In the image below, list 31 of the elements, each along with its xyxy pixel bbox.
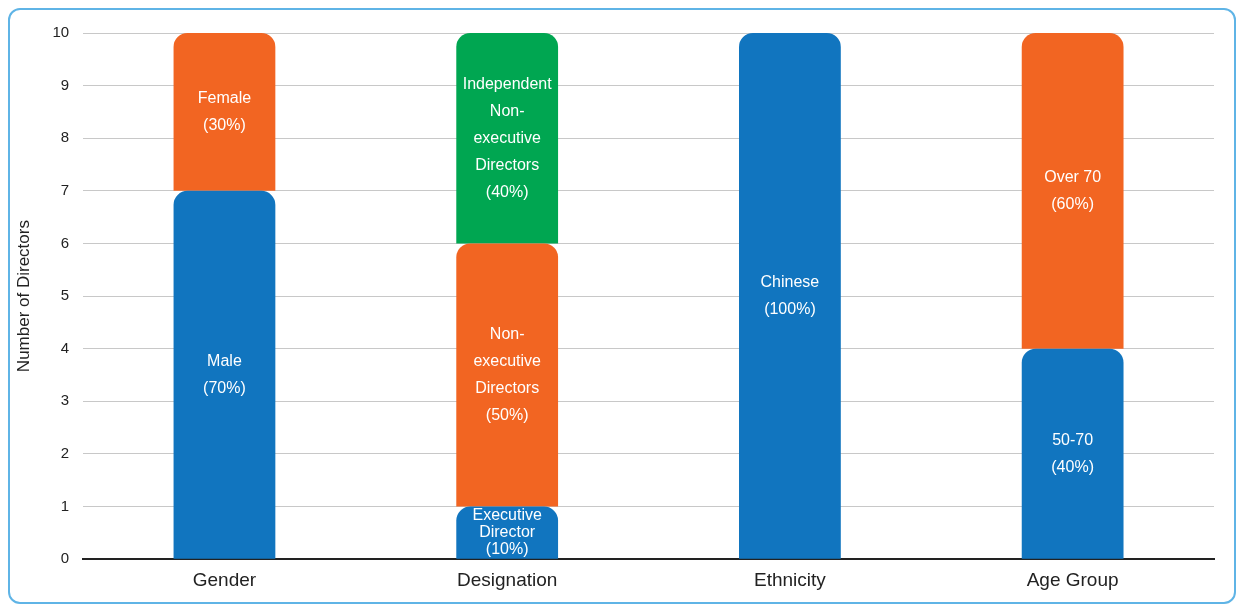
annotation: Independent Non-executive Directors (40%) — [462, 74, 553, 200]
annotation: 50-70 (40%) — [1051, 430, 1094, 475]
bar — [173, 190, 276, 559]
y-tick-label: 1 — [60, 496, 70, 514]
bar — [1021, 348, 1124, 559]
y-tick-label: 10 — [52, 23, 70, 41]
y-tick-label: 0 — [60, 549, 70, 567]
bar — [173, 33, 276, 191]
y-axis-title: Number of Directors — [13, 220, 33, 373]
bar — [1021, 33, 1124, 349]
bar — [456, 243, 559, 507]
y-tick-label: 5 — [60, 286, 70, 304]
y-tick-label: 9 — [60, 75, 70, 93]
x-tick-label: Gender — [192, 568, 257, 590]
annotation: Over 70 (60%) — [1044, 167, 1102, 212]
x-tick-label: Ethnicity — [754, 568, 827, 590]
annotation: Male (70%) — [203, 351, 246, 396]
y-tick-label: 3 — [60, 391, 70, 409]
x-tick-label: Age Group — [1026, 568, 1119, 590]
bar — [739, 33, 841, 559]
annotation: Non-executive Directors (50%) — [473, 324, 542, 423]
y-tick-label: 2 — [60, 444, 70, 462]
annotation: Female (30%) — [197, 88, 252, 133]
y-tick-label: 8 — [60, 128, 70, 146]
annotation: Chinese (100%) — [760, 272, 820, 317]
bar — [456, 33, 559, 244]
y-tick-label: 4 — [60, 338, 70, 356]
y-tick-label: 7 — [60, 181, 70, 198]
annotation: Executive Director (10%) — [472, 505, 542, 558]
x-tick-label: Designation — [457, 568, 558, 590]
y-tick-label: 6 — [60, 233, 70, 251]
